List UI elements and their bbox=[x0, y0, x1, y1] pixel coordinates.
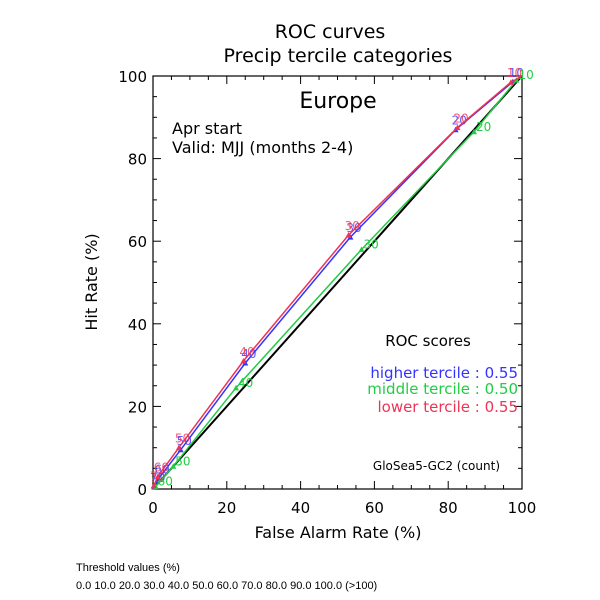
series-point-label-2-0: 10 bbox=[507, 66, 522, 80]
series-line-1 bbox=[152, 75, 523, 490]
threshold-values: 0.0 10.0 20.0 30.0 40.0 50.0 60.0 70.0 8… bbox=[76, 580, 378, 592]
series-point-label-0-1: 20 bbox=[452, 114, 467, 128]
series-point-label-2-3: 40 bbox=[239, 345, 254, 359]
series-point-2-6 bbox=[150, 482, 157, 489]
x-tick-label-0: 0 bbox=[148, 499, 158, 517]
y-tick-label-5: 100 bbox=[118, 68, 147, 86]
model-label: GloSea5-GC2 (count) bbox=[373, 459, 500, 473]
start-label: Apr start bbox=[172, 119, 242, 138]
series-layer: 1020304050607010203040506010203040506070 bbox=[150, 66, 534, 490]
series-point-2-5 bbox=[154, 473, 161, 480]
x-tick-label-4: 80 bbox=[439, 499, 458, 517]
series-point-label-2-1: 20 bbox=[453, 112, 468, 126]
x-axis: 0 20 40 60 80 100 bbox=[148, 76, 536, 517]
series-point-label-1-2: 30 bbox=[363, 237, 378, 251]
x-tick-label-3: 60 bbox=[365, 499, 384, 517]
y-tick-label-1: 20 bbox=[128, 398, 147, 416]
y-tick-label-2: 40 bbox=[128, 316, 147, 334]
x-tick-label-5: 100 bbox=[508, 499, 537, 517]
y-tick-label-3: 60 bbox=[128, 233, 147, 251]
score-lower-tercile: lower tercile : 0.55 bbox=[377, 398, 518, 416]
y-tick-label-0: 0 bbox=[137, 481, 147, 499]
series-point-label-1-0: 10 bbox=[518, 68, 533, 82]
series-point-1-3 bbox=[233, 384, 240, 391]
score-middle-tercile: middle tercile : 0.50 bbox=[367, 380, 518, 398]
series-point-2-0 bbox=[507, 79, 514, 85]
series-point-label-1-4: 50 bbox=[175, 454, 190, 468]
series-point-1-2 bbox=[358, 246, 365, 252]
threshold-title: Threshold values (%) bbox=[76, 562, 180, 574]
chart-title: ROC curves bbox=[275, 21, 386, 43]
series-point-1-1 bbox=[471, 128, 478, 135]
series-point-label-2-4: 50 bbox=[175, 432, 190, 446]
series-point-label-1-3: 40 bbox=[238, 376, 253, 390]
series-point-label-1-5: 60 bbox=[158, 475, 173, 489]
y-axis-label: Hit Rate (%) bbox=[82, 233, 101, 330]
series-point-label-0-2: 30 bbox=[346, 221, 361, 235]
series-point-label-2-5: 60 bbox=[154, 461, 169, 475]
series-point-2-1 bbox=[454, 124, 461, 131]
no-skill-diagonal bbox=[152, 75, 523, 490]
series-point-2-4 bbox=[175, 444, 182, 451]
score-higher-tercile: higher tercile : 0.55 bbox=[370, 364, 518, 382]
x-axis-label: False Alarm Rate (%) bbox=[255, 523, 422, 542]
region-label: Europe bbox=[299, 89, 376, 114]
valid-label: Valid: MJJ (months 2-4) bbox=[172, 138, 353, 157]
series-point-label-2-2: 30 bbox=[345, 219, 360, 233]
series-point-2-3 bbox=[240, 357, 247, 364]
x-tick-label-1: 20 bbox=[217, 499, 236, 517]
series-point-2-2 bbox=[345, 232, 352, 238]
series-point-label-2-6: 70 bbox=[150, 470, 165, 484]
y-axis: 0 20 40 60 80 100 bbox=[118, 68, 522, 499]
chart-subtitle: Precip tercile categories bbox=[224, 45, 453, 67]
x-tick-label-2: 40 bbox=[291, 499, 310, 517]
y-tick-label-4: 80 bbox=[128, 151, 147, 169]
series-point-1-4 bbox=[170, 463, 177, 469]
roc-scores-title: ROC scores bbox=[385, 332, 471, 350]
series-point-label-1-1: 20 bbox=[476, 120, 491, 134]
